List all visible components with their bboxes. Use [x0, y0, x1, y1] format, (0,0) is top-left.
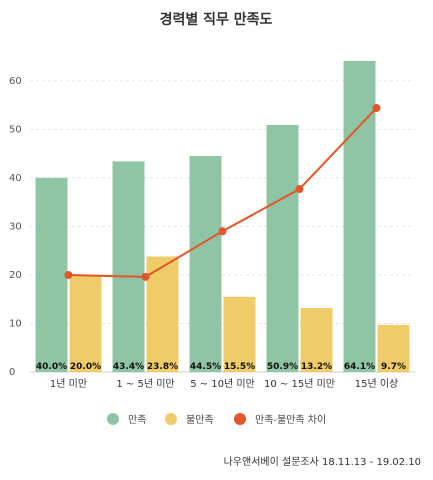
legend-label-difference: 만족-불만족 차이: [255, 414, 326, 426]
x-category-label: 15년 이상: [355, 378, 399, 390]
y-tick-label: 20: [9, 270, 22, 281]
bar-unsatisfied: [300, 307, 333, 372]
x-category-label: 1년 미만: [50, 378, 87, 390]
bar-unsatisfied: [377, 324, 410, 372]
y-tick-label: 60: [9, 76, 22, 87]
data-label-unsatisfied: 15.5%: [224, 362, 255, 372]
x-category-label: 5 ~ 10년 미만: [190, 378, 255, 390]
legend-marker-satisfied: [107, 413, 119, 425]
bar-satisfied: [35, 177, 68, 372]
bar-satisfied: [266, 124, 299, 372]
bar-satisfied: [189, 156, 222, 372]
bars: [35, 60, 410, 372]
legend: 만족 불만족 만족-불만족 차이: [107, 413, 326, 426]
y-tick-label: 50: [9, 124, 22, 135]
y-tick-label: 0: [9, 367, 15, 378]
y-axis-ticks: 0 10 20 30 40 50 60: [9, 76, 22, 378]
bar-unsatisfied: [223, 296, 256, 372]
bar-unsatisfied: [146, 256, 179, 372]
bar-satisfied: [343, 60, 376, 372]
bar-unsatisfied: [69, 274, 102, 372]
data-label-satisfied: 50.9%: [267, 362, 298, 372]
legend-marker-unsatisfied: [165, 413, 177, 425]
data-label-satisfied: 64.1%: [344, 362, 375, 372]
data-label-unsatisfied: 13.2%: [301, 362, 332, 372]
data-label-satisfied: 44.5%: [190, 362, 221, 372]
data-label-unsatisfied: 23.8%: [147, 362, 178, 372]
difference-point: [372, 104, 381, 112]
difference-point: [295, 185, 304, 194]
chart-title: 경력별 직무 만족도: [160, 11, 273, 28]
y-tick-label: 40: [9, 173, 22, 184]
x-category-label: 1 ~ 5년 미만: [116, 378, 174, 390]
legend-marker-difference: [234, 413, 246, 425]
data-label-unsatisfied: 20.0%: [70, 362, 101, 372]
legend-label-satisfied: 만족: [128, 414, 146, 426]
difference-line: [64, 104, 381, 281]
difference-point: [64, 270, 73, 279]
y-tick-label: 10: [9, 318, 22, 329]
bar-satisfied: [112, 161, 145, 372]
difference-point: [218, 227, 227, 236]
difference-point: [141, 272, 150, 281]
x-axis-labels: 1년 미만 1 ~ 5년 미만 5 ~ 10년 미만 10 ~ 15년 미만 15년 이…: [50, 378, 398, 390]
data-label-satisfied: 40.0%: [36, 362, 67, 372]
data-label-unsatisfied: 9.7%: [381, 362, 406, 372]
data-label-satisfied: 43.4%: [113, 362, 144, 372]
legend-label-unsatisfied: 불만족: [186, 414, 214, 426]
y-tick-label: 30: [9, 221, 22, 232]
x-category-label: 10 ~ 15년 미만: [264, 378, 335, 390]
source-note: 나우앤서베이 설문조사 18.11.13 - 19.02.10: [224, 456, 421, 468]
data-labels: 40.0% 20.0% 43.4% 23.8% 44.5% 15.5% 50.9% 13.2%…: [36, 362, 406, 372]
